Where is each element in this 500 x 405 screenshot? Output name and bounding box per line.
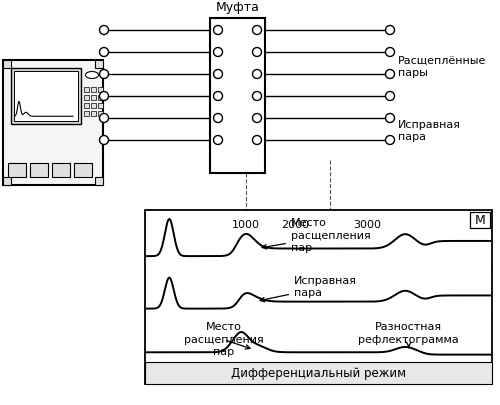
Bar	[84, 103, 89, 108]
Circle shape	[214, 26, 222, 34]
Bar	[11, 68, 81, 124]
Circle shape	[100, 70, 108, 79]
Bar	[74, 163, 92, 177]
Text: Разностная
рефлектограмма: Разностная рефлектограмма	[358, 322, 459, 347]
Circle shape	[214, 113, 222, 122]
Text: Место
расщепления
пар: Место расщепления пар	[184, 322, 264, 357]
Circle shape	[252, 47, 262, 57]
Text: Исправная
пара: Исправная пара	[398, 120, 461, 143]
Bar	[95, 60, 103, 68]
Bar	[91, 103, 96, 108]
Text: 2000: 2000	[281, 220, 309, 230]
Bar	[470, 212, 490, 228]
Circle shape	[100, 26, 108, 34]
Circle shape	[386, 113, 394, 122]
Circle shape	[252, 92, 262, 100]
Circle shape	[214, 92, 222, 100]
Bar	[30, 163, 48, 177]
Circle shape	[386, 136, 394, 145]
Bar	[145, 362, 492, 384]
Circle shape	[386, 47, 394, 57]
Bar	[91, 87, 96, 92]
Bar	[3, 177, 11, 185]
Circle shape	[100, 47, 108, 57]
Ellipse shape	[86, 72, 98, 79]
Bar	[91, 95, 96, 100]
Bar	[145, 210, 492, 384]
Circle shape	[214, 70, 222, 79]
Circle shape	[386, 70, 394, 79]
Circle shape	[386, 26, 394, 34]
Circle shape	[100, 92, 108, 100]
Text: М: М	[474, 213, 486, 226]
Circle shape	[252, 136, 262, 145]
Bar	[91, 111, 96, 116]
Text: Исправная
пара: Исправная пара	[260, 275, 357, 302]
Bar	[95, 177, 103, 185]
Bar	[3, 60, 11, 68]
Text: 3000: 3000	[353, 220, 381, 230]
Bar	[98, 87, 103, 92]
Bar	[98, 95, 103, 100]
Bar	[52, 163, 70, 177]
Text: Муфта: Муфта	[216, 1, 260, 14]
Bar	[3, 60, 103, 185]
Bar	[14, 71, 78, 121]
Circle shape	[100, 136, 108, 145]
Bar	[98, 111, 103, 116]
Bar	[8, 163, 26, 177]
Circle shape	[386, 92, 394, 100]
Circle shape	[214, 47, 222, 57]
Circle shape	[252, 26, 262, 34]
Text: Расщеплённые
пары: Расщеплённые пары	[398, 56, 486, 79]
Bar	[84, 87, 89, 92]
Bar	[84, 95, 89, 100]
Text: Место
расщепления
пар: Место расщепления пар	[262, 218, 371, 253]
Circle shape	[214, 136, 222, 145]
Circle shape	[252, 70, 262, 79]
Text: Дифференциальный режим: Дифференциальный режим	[231, 367, 406, 379]
Circle shape	[100, 113, 108, 122]
Bar	[210, 18, 265, 173]
Text: 1000: 1000	[232, 220, 260, 230]
Bar	[98, 103, 103, 108]
Bar	[84, 111, 89, 116]
Circle shape	[252, 113, 262, 122]
